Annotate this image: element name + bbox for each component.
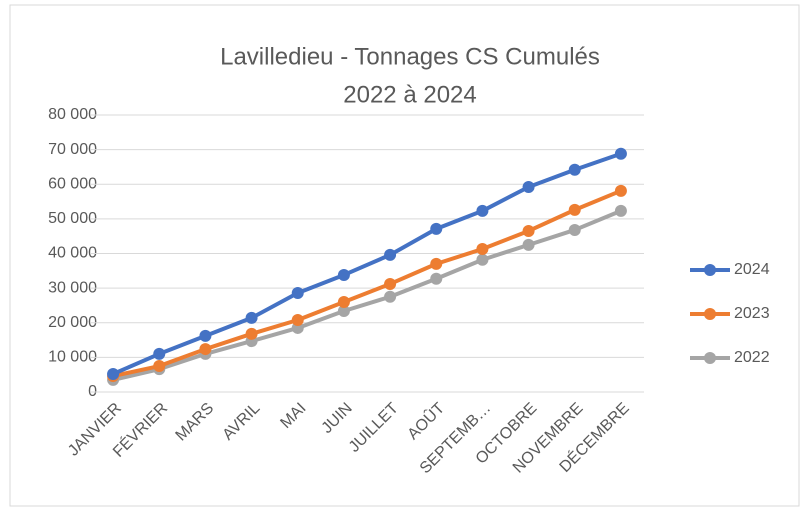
legend-label: 2024	[734, 261, 770, 278]
legend-label: 2023	[734, 305, 770, 322]
y-tick-label: 50 000	[48, 210, 97, 227]
marker	[522, 224, 535, 237]
y-tick-label: 10 000	[48, 349, 97, 366]
marker	[476, 242, 489, 255]
marker	[245, 327, 258, 340]
chart-frame	[9, 4, 800, 507]
y-tick-label: 40 000	[48, 245, 97, 262]
marker	[337, 268, 350, 281]
marker	[337, 304, 350, 317]
y-tick-label: 80 000	[48, 106, 97, 123]
marker	[568, 163, 581, 176]
legend-marker	[704, 264, 716, 276]
legend-label: 2022	[734, 349, 770, 366]
marker	[568, 223, 581, 236]
marker	[430, 222, 443, 235]
marker	[476, 204, 489, 217]
marker	[107, 367, 120, 380]
chart-subtitle: 2022 à 2024	[343, 81, 476, 108]
y-tick-label: 20 000	[48, 314, 97, 331]
marker	[522, 238, 535, 251]
marker	[430, 272, 443, 285]
marker	[614, 204, 627, 217]
marker	[384, 248, 397, 261]
marker	[291, 286, 304, 299]
y-tick-label: 70 000	[48, 141, 97, 158]
chart-title: Lavilledieu - Tonnages CS Cumulés	[220, 43, 600, 70]
marker	[614, 147, 627, 160]
y-tick-label: 60 000	[48, 175, 97, 192]
marker	[384, 277, 397, 290]
y-tick-label: 30 000	[48, 279, 97, 296]
legend-marker	[704, 352, 716, 364]
marker	[199, 329, 212, 342]
marker	[245, 311, 258, 324]
line	[112, 209, 622, 382]
marker	[476, 253, 489, 266]
marker	[430, 257, 443, 270]
marker	[384, 290, 397, 303]
marker	[153, 347, 166, 360]
marker	[522, 181, 535, 194]
line	[112, 188, 622, 379]
marker	[291, 313, 304, 326]
marker	[153, 360, 166, 373]
legend-marker	[704, 308, 716, 320]
marker	[614, 184, 627, 197]
line	[112, 151, 622, 376]
marker	[568, 203, 581, 216]
marker	[337, 295, 350, 308]
marker	[199, 343, 212, 356]
